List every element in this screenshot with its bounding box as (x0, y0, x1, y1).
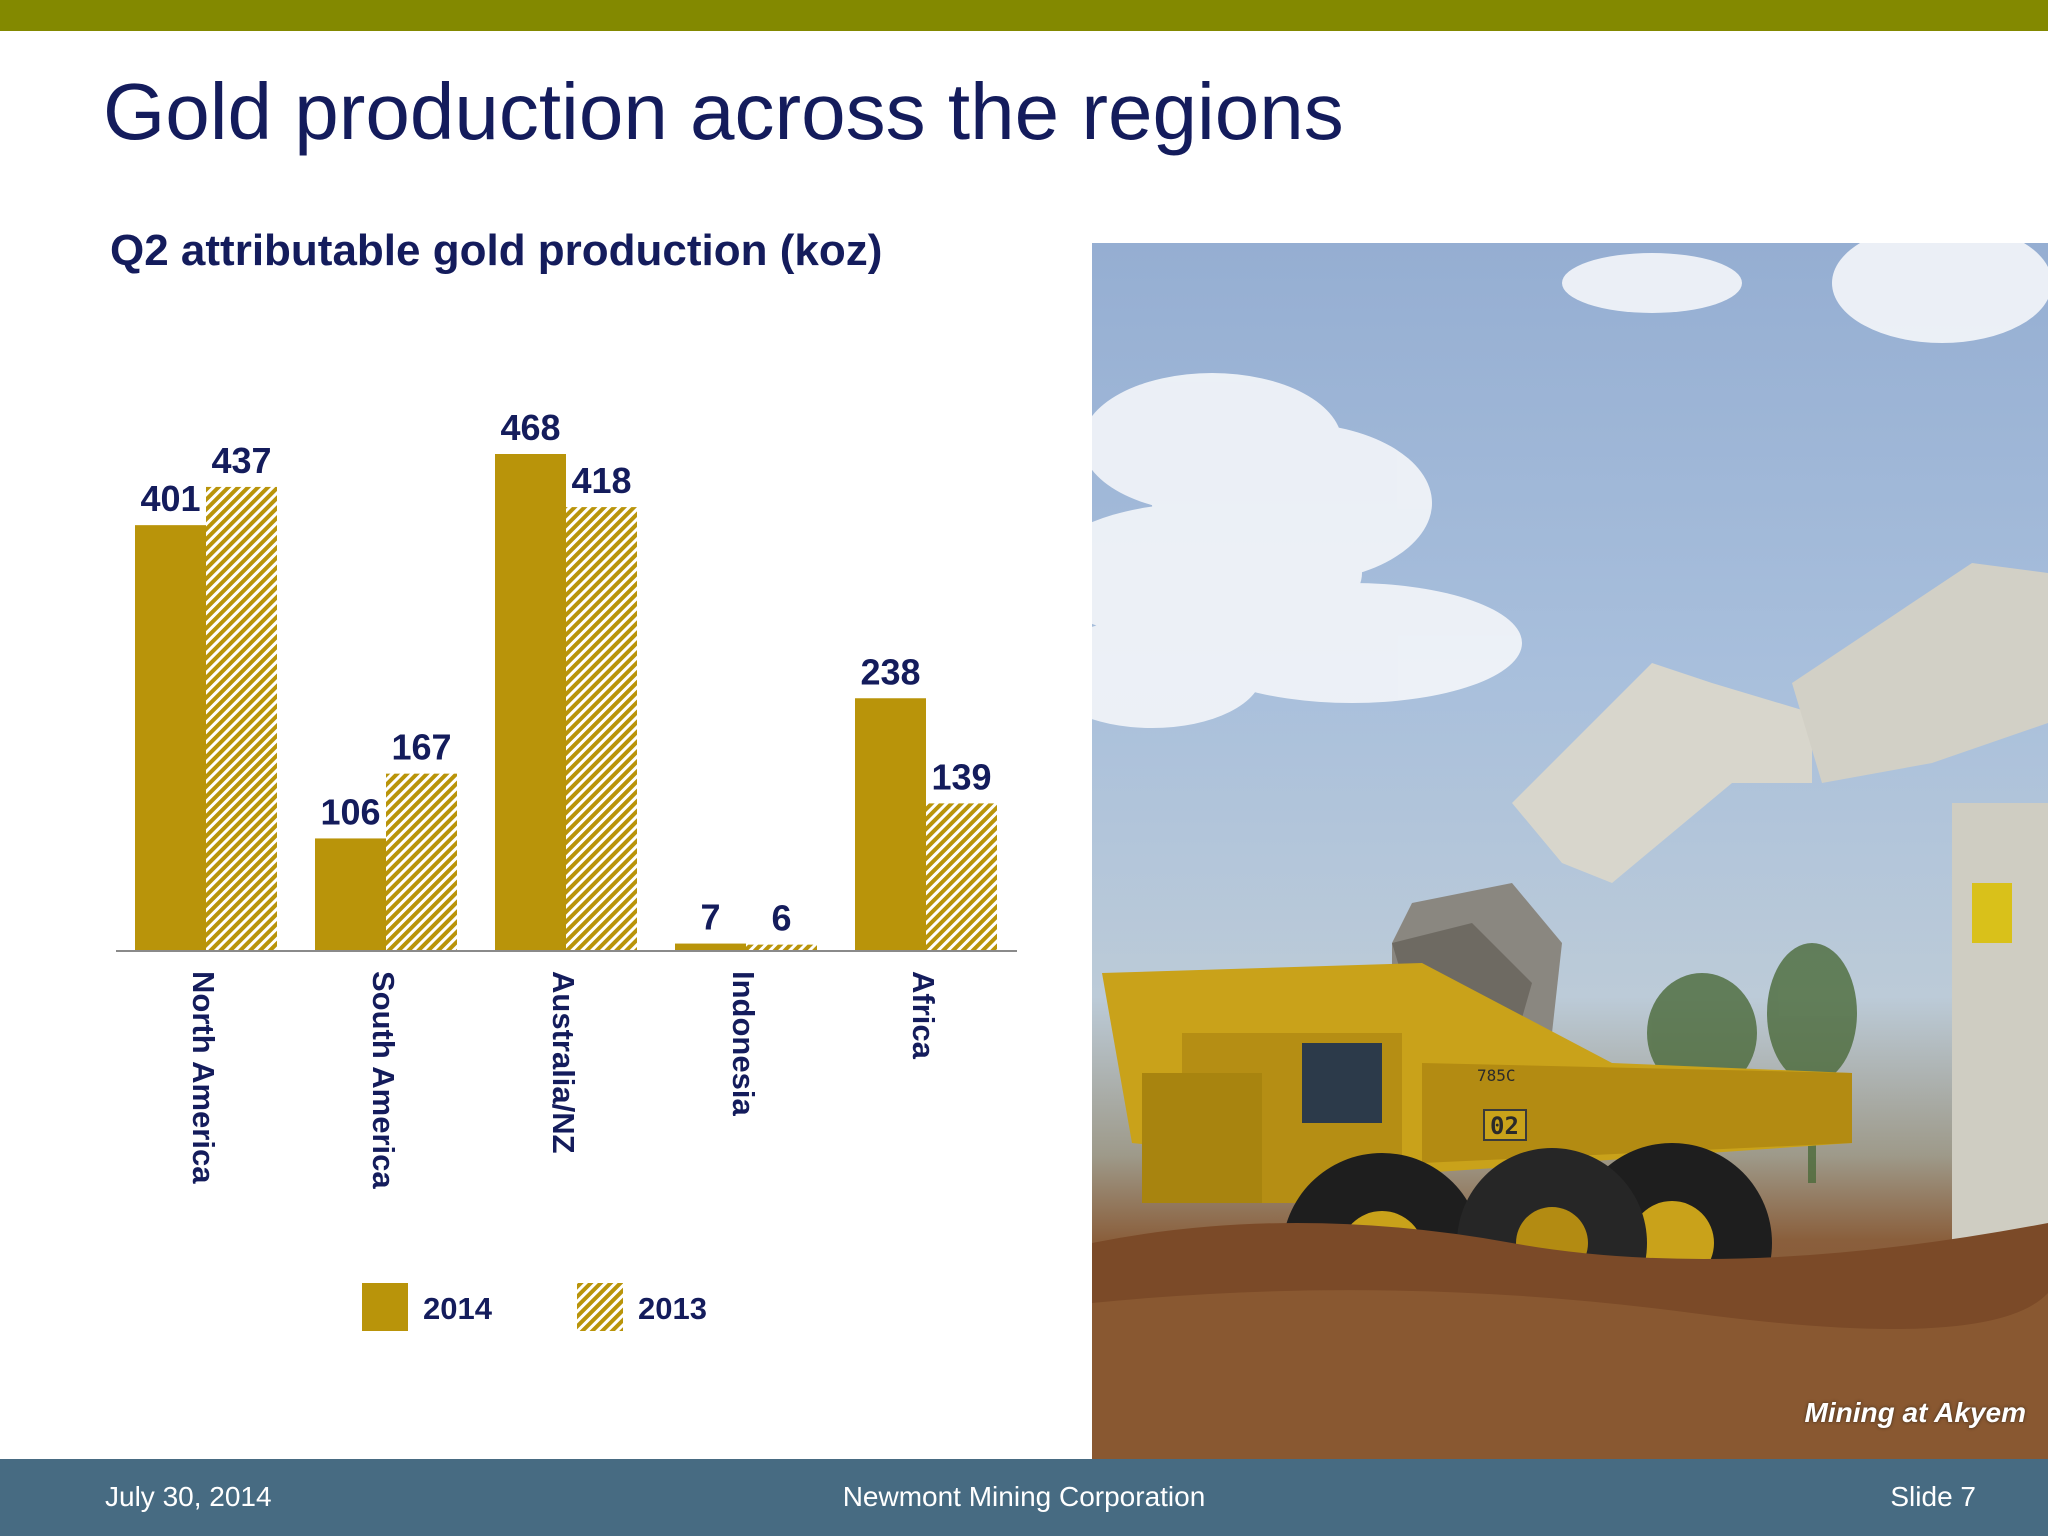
data-label: 418 (571, 460, 631, 501)
photo-caption: Mining at Akyem (1804, 1397, 2026, 1428)
data-label: 238 (860, 651, 920, 692)
footer-date: July 30, 2014 (105, 1481, 272, 1512)
truck-label-model: 785C (1477, 1066, 1516, 1085)
category-label: Indonesia (726, 971, 761, 1116)
accent-top-bar (0, 0, 2048, 31)
footer-company: Newmont Mining Corporation (842, 1481, 1206, 1512)
category-label: Africa (906, 971, 941, 1060)
footer-bar: July 30, 2014 Newmont Mining Corporation… (0, 1459, 2048, 1536)
data-label: 7 (700, 897, 720, 938)
legend-swatch-2014 (362, 1283, 408, 1331)
footer-slide-number: Slide 7 (1890, 1481, 1976, 1512)
mining-photo: 785C 02 Mining at Akyem (1092, 243, 2048, 1459)
data-label: 6 (771, 898, 791, 939)
chart-title: Q2 attributable gold production (koz) (110, 226, 883, 275)
bar-2014-australia-nz (495, 454, 566, 951)
bar-2013-australia-nz (566, 507, 637, 951)
mining-photo-illustration: 785C 02 (1092, 243, 2048, 1459)
bar-2014-africa (855, 698, 926, 951)
bar-2013-indonesia (746, 944, 817, 951)
data-label: 468 (500, 407, 560, 448)
legend-label-2014: 2014 (423, 1291, 493, 1326)
bar-chart: 401 437 106 167 468 418 7 6 238 139 North America… (116, 407, 1017, 1331)
legend-swatch-2013 (577, 1283, 623, 1331)
bar-2014-south-america (315, 838, 386, 951)
bar-2014-north-america (135, 525, 206, 951)
data-label: 437 (211, 440, 271, 481)
category-label: Australia/NZ (546, 971, 581, 1154)
bar-2013-north-america (206, 486, 277, 951)
data-label: 167 (391, 727, 451, 768)
bar-2013-africa (926, 803, 997, 951)
data-label: 139 (931, 756, 991, 797)
bar-2014-indonesia (675, 943, 746, 951)
data-label: 401 (140, 478, 200, 519)
data-label: 106 (320, 791, 380, 832)
category-label: North America (186, 971, 221, 1184)
legend-label-2013: 2013 (638, 1291, 707, 1326)
bar-2013-south-america (386, 773, 457, 951)
truck-number-label: 02 (1490, 1112, 1519, 1140)
slide-title: Gold production across the regions (103, 67, 1344, 156)
category-label: South America (366, 971, 401, 1189)
truck-model-label: 785C (1477, 1066, 1516, 1085)
